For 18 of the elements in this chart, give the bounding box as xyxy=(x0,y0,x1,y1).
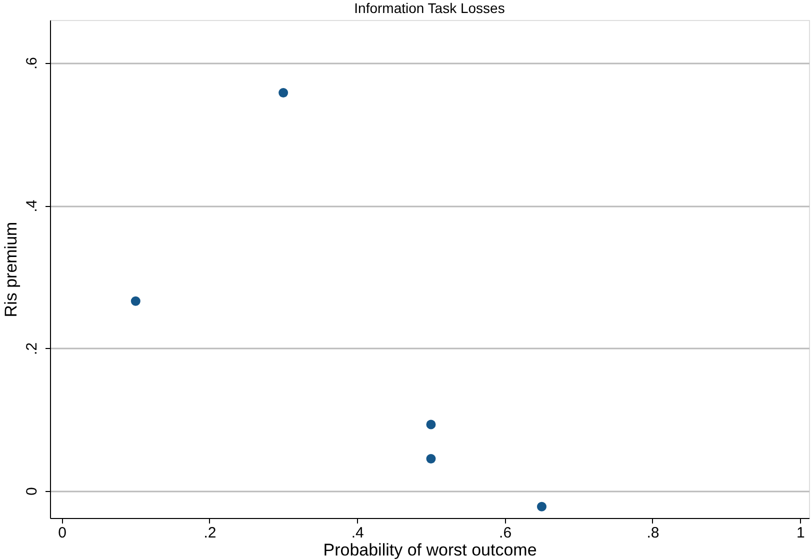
x-tick-label: .2 xyxy=(204,524,216,542)
chart-title: Information Task Losses xyxy=(354,0,505,16)
x-tick-label: 1 xyxy=(796,524,805,542)
point xyxy=(426,454,436,464)
y-axis-title: Ris premium xyxy=(2,222,20,318)
x-tick-label: .6 xyxy=(499,524,512,542)
x-tick-label: .8 xyxy=(646,524,660,542)
x-tick-label: 0 xyxy=(58,524,66,542)
x-axis-title: Probability of worst outcome xyxy=(323,540,537,560)
point xyxy=(426,420,436,430)
point xyxy=(536,502,546,512)
y-tick-label: .2 xyxy=(24,342,40,355)
point xyxy=(130,296,140,306)
x-tick-label: .4 xyxy=(351,524,364,542)
y-tick-label: .6 xyxy=(24,57,40,70)
y-tick-label: .4 xyxy=(24,200,40,212)
point xyxy=(278,88,288,98)
y-tick-label: 0 xyxy=(24,487,40,496)
